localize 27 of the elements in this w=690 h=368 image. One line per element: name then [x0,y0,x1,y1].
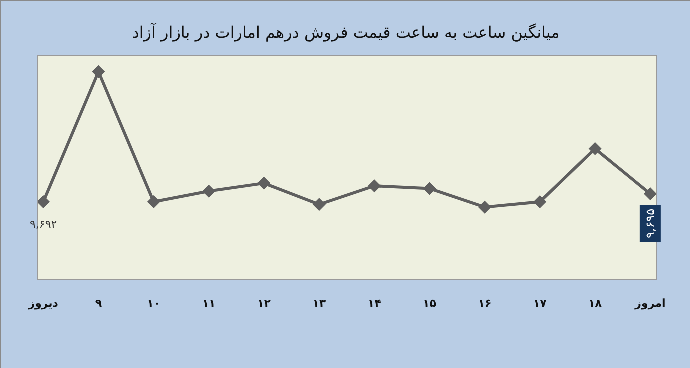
x-tick-label: دیروز [28,297,59,310]
point [588,142,602,156]
point [478,200,492,214]
point [534,196,547,209]
x-tick-label: ۱۳ [312,297,326,310]
point [147,196,160,209]
data-label: ۹,۶۹۵ [643,208,658,239]
x-tick-label: ۱۶ [478,297,492,310]
x-tick-label: ۱۵ [423,297,437,310]
data-label: ۹,۶۹۲ [30,218,58,231]
x-tick-label: ۱۱ [202,297,216,310]
chart-title: میانگین ساعت به ساعت قیمت فروش درهم امارات در بازار آزاد [132,22,560,42]
point [258,176,271,190]
x-tick-label: ۱۸ [588,297,602,310]
point [202,184,216,198]
x-tick-label: ۱۴ [368,297,382,310]
point [368,180,382,193]
point [312,198,326,212]
x-tick-label: امروز [634,297,666,310]
x-tick-label: ۹ [95,297,102,310]
point [92,65,106,78]
x-tick-label: ۱۷ [533,297,548,310]
point [38,196,50,209]
x-tick-label: ۱۰ [147,297,161,310]
point [423,182,436,196]
point [644,188,656,201]
x-tick-label: ۱۲ [258,297,272,310]
